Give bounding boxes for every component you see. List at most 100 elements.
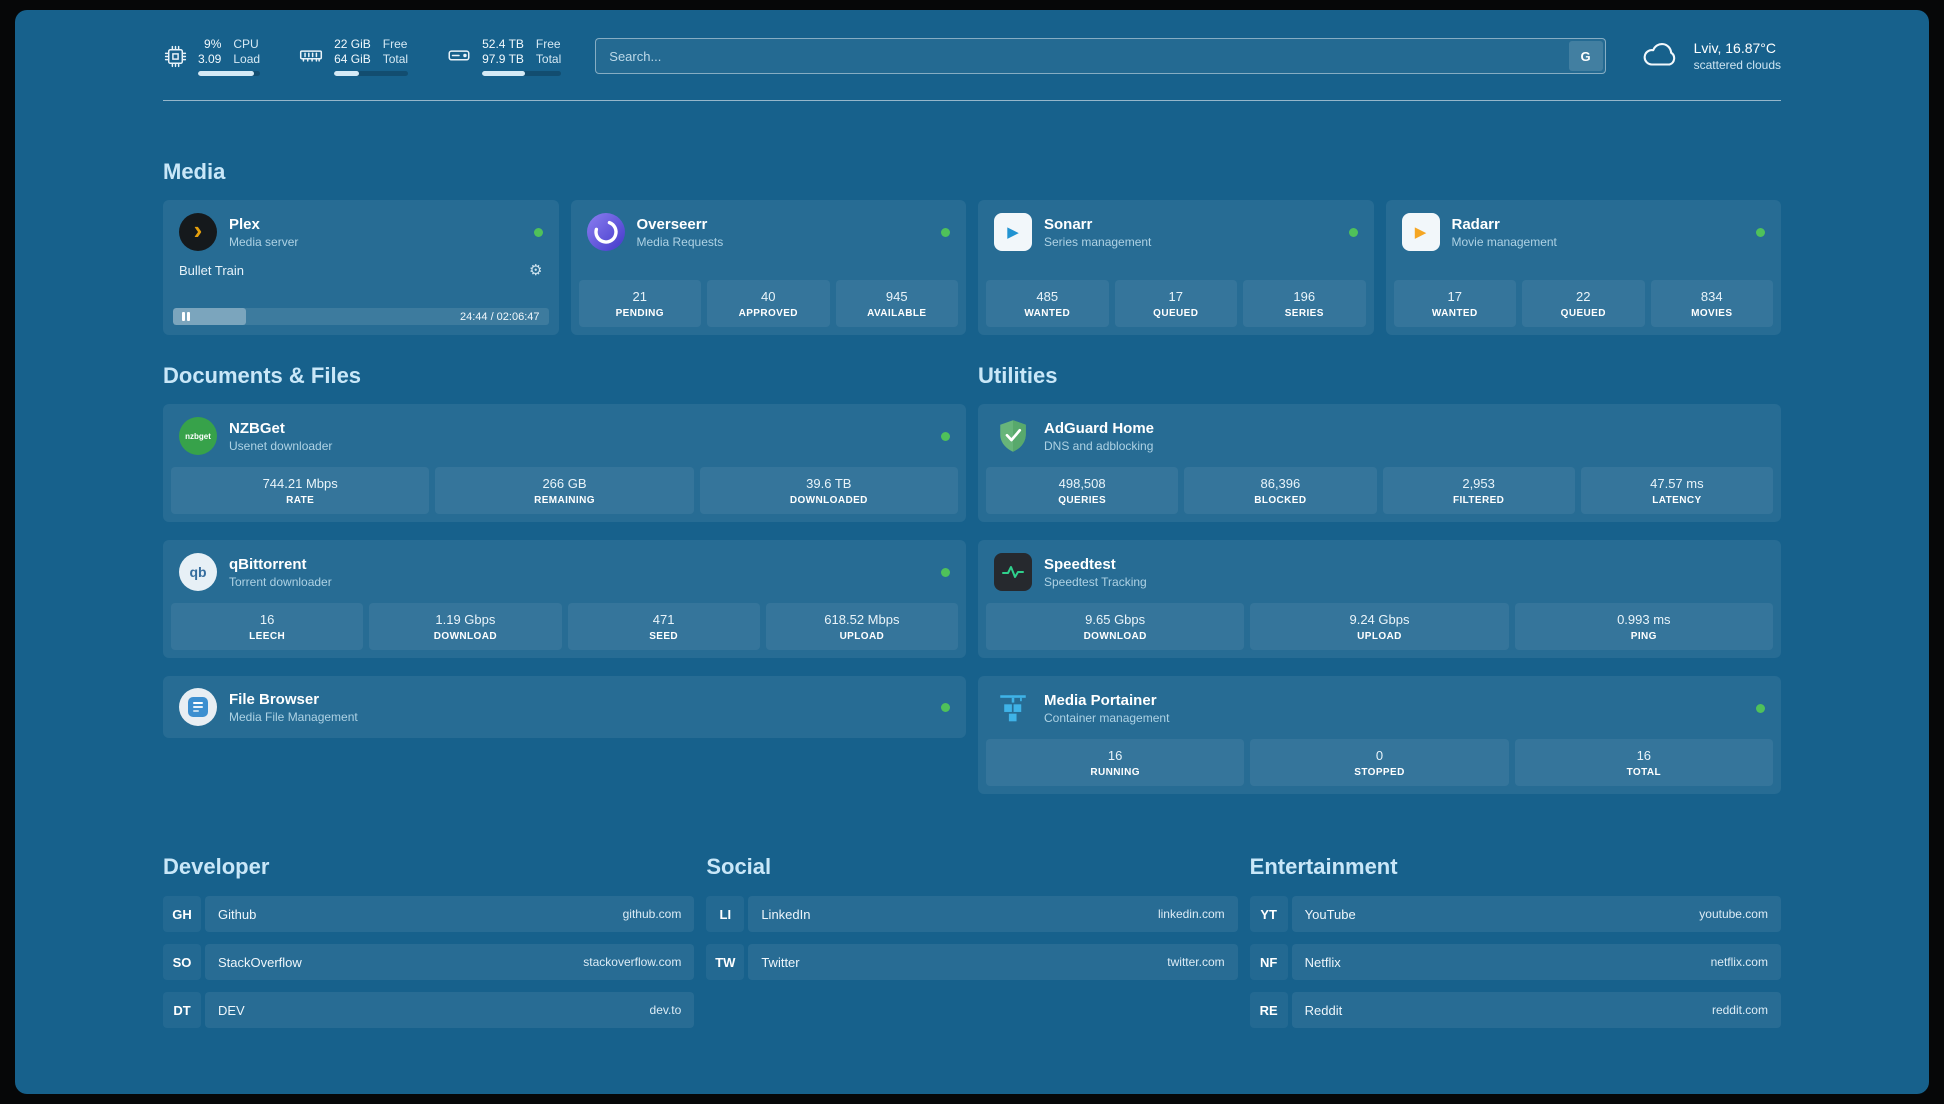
cloud-icon <box>1640 38 1682 75</box>
app-card-qbittorrent[interactable]: qb qBittorrent Torrent downloader 16 <box>163 540 966 658</box>
disk-free-value: 52.4 TB <box>482 36 524 51</box>
playback-time: 24:44 / 02:06:47 <box>459 310 540 323</box>
ram-progress-bar <box>334 70 409 76</box>
app-card-plex[interactable]: › Plex Media server Bullet Train ⚙ <box>163 200 559 335</box>
playback-progress-bar[interactable]: 24:44 / 02:06:47 <box>173 308 549 325</box>
app-name: Media Portainer <box>1044 691 1157 709</box>
cpu-label-top: CPU <box>233 36 259 51</box>
stat-value: 22 <box>1576 289 1591 304</box>
app-name: NZBGet <box>229 419 285 437</box>
pause-icon[interactable] <box>182 312 190 321</box>
stat-label: WANTED <box>1024 308 1071 319</box>
qbittorrent-icon: qb <box>179 553 217 591</box>
bookmark-stackoverflow[interactable]: SO StackOverflow stackoverflow.com <box>163 944 695 980</box>
app-card-nzbget[interactable]: nzbget NZBGet Usenet downloader 744.21 M… <box>163 404 966 522</box>
gear-icon[interactable]: ⚙ <box>529 262 543 279</box>
app-card-overseerr[interactable]: Overseerr Media Requests 21 PENDING 40 A… <box>570 200 966 335</box>
bookmark-name: Github <box>218 906 257 922</box>
stat-value: 9.65 Gbps <box>1085 612 1146 627</box>
stat-label: SEED <box>649 631 679 642</box>
stat-label: RATE <box>286 495 315 506</box>
stat-box: 16 LEECH <box>171 603 364 650</box>
search-engine-button[interactable]: G <box>1568 41 1603 71</box>
ram-total-value: 64 GiB <box>334 51 371 66</box>
bookmark-netflix[interactable]: NF Netflix netflix.com <box>1249 944 1781 980</box>
stat-label: TOTAL <box>1626 767 1662 778</box>
stat-label: UPLOAD <box>1357 631 1402 642</box>
stat-value: 16 <box>1636 748 1652 763</box>
bookmark-name: Twitter <box>761 954 800 970</box>
bookmark-twitter[interactable]: TW Twitter twitter.com <box>706 944 1238 980</box>
stat-label: STOPPED <box>1354 767 1405 778</box>
stat-box: 0 STOPPED <box>1250 739 1509 786</box>
section-developer: Developer GH Github github.com SO StackO… <box>163 854 695 1028</box>
app-name: Radarr <box>1451 215 1500 233</box>
weather-condition: scattered clouds <box>1693 58 1781 72</box>
disk-label-top: Free <box>535 36 561 51</box>
app-desc: Movie management <box>1451 234 1557 249</box>
stat-box: 196 SERIES <box>1243 280 1366 327</box>
stat-label: BLOCKED <box>1254 495 1307 506</box>
app-desc: Series management <box>1044 234 1152 249</box>
stat-box: 618.52 Mbps UPLOAD <box>765 603 958 650</box>
search-input[interactable] <box>595 38 1606 74</box>
disk-total-value: 97.9 TB <box>482 51 524 66</box>
stat-box: 266 GB REMAINING <box>435 467 694 514</box>
section-utilities: Utilities <box>978 363 1781 794</box>
search-bar: G <box>595 38 1606 74</box>
bookmark-dev[interactable]: DT DEV dev.to <box>163 992 695 1028</box>
topbar: 9% CPU 3.09 Load <box>163 28 1781 84</box>
nzbget-icon: nzbget <box>179 417 217 455</box>
stat-box: 834 MOVIES <box>1650 280 1773 327</box>
app-desc: Speedtest Tracking <box>1044 574 1147 589</box>
section-title-social: Social <box>706 854 772 879</box>
stat-box: 40 APPROVED <box>707 280 830 327</box>
app-card-filebrowser[interactable]: File Browser Media File Management <box>163 676 966 738</box>
stat-label: DOWNLOADED <box>789 495 868 506</box>
stat-box: 17 QUEUED <box>1114 280 1237 327</box>
bookmark-reddit[interactable]: RE Reddit reddit.com <box>1249 992 1781 1028</box>
status-dot-online <box>941 702 950 712</box>
status-dot-online <box>941 227 950 237</box>
section-title-utilities: Utilities <box>978 363 1058 388</box>
cpu-usage-value: 9% <box>204 36 222 51</box>
radarr-icon: ▶ <box>1401 213 1440 251</box>
weather-widget: Lviv, 16.87°C scattered clouds <box>1640 38 1781 75</box>
media-grid: › Plex Media server Bullet Train ⚙ <box>163 200 1781 335</box>
weather-location: Lviv, 16.87°C <box>1693 40 1776 56</box>
app-card-radarr[interactable]: ▶ Radarr Movie management 17 WANTED <box>1385 200 1781 335</box>
stat-label: WANTED <box>1431 308 1478 319</box>
bookmark-linkedin[interactable]: LI LinkedIn linkedin.com <box>706 896 1238 932</box>
stat-box: 0.993 ms PING <box>1514 603 1773 650</box>
stat-label: QUEUED <box>1560 308 1606 319</box>
bookmark-youtube[interactable]: YT YouTube youtube.com <box>1249 896 1781 932</box>
bookmark-url: github.com <box>622 907 682 921</box>
app-desc: Media server <box>229 234 299 249</box>
stat-value: 471 <box>652 612 675 627</box>
disk-label-bottom: Total <box>535 51 562 66</box>
ram-icon <box>298 43 324 69</box>
status-dot-online <box>1756 227 1765 237</box>
section-title-entertainment: Entertainment <box>1249 854 1398 879</box>
app-card-speedtest[interactable]: Speedtest Speedtest Tracking 9.65 Gbps D… <box>978 540 1781 658</box>
stat-label: QUEUED <box>1153 308 1199 319</box>
bookmark-abbr: YT <box>1249 896 1288 932</box>
stat-label: SERIES <box>1284 308 1324 319</box>
bookmark-github[interactable]: GH Github github.com <box>163 896 695 932</box>
stat-value: 86,396 <box>1260 476 1301 491</box>
stat-value: 834 <box>1700 289 1723 304</box>
stat-value: 744.21 Mbps <box>262 476 338 491</box>
app-desc: Usenet downloader <box>229 438 333 453</box>
app-card-portainer[interactable]: Media Portainer Container management 16 … <box>978 676 1781 794</box>
ram-label-top: Free <box>382 36 408 51</box>
cpu-load-value: 3.09 <box>198 51 222 66</box>
stats-row: 9.65 Gbps DOWNLOAD 9.24 Gbps UPLOAD 0.99… <box>978 603 1781 658</box>
stat-value: 0.993 ms <box>1617 612 1671 627</box>
bookmark-url: linkedin.com <box>1157 907 1225 921</box>
app-card-adguard[interactable]: AdGuard Home DNS and adblocking 498,508 … <box>978 404 1781 522</box>
section-entertainment: Entertainment YT YouTube youtube.com NF … <box>1249 854 1781 1028</box>
bookmark-abbr: NF <box>1249 944 1288 980</box>
stat-box: 471 SEED <box>567 603 760 650</box>
app-card-sonarr[interactable]: ▶ Sonarr Series management 485 WANTED <box>978 200 1374 335</box>
bookmark-url: reddit.com <box>1711 1003 1768 1017</box>
